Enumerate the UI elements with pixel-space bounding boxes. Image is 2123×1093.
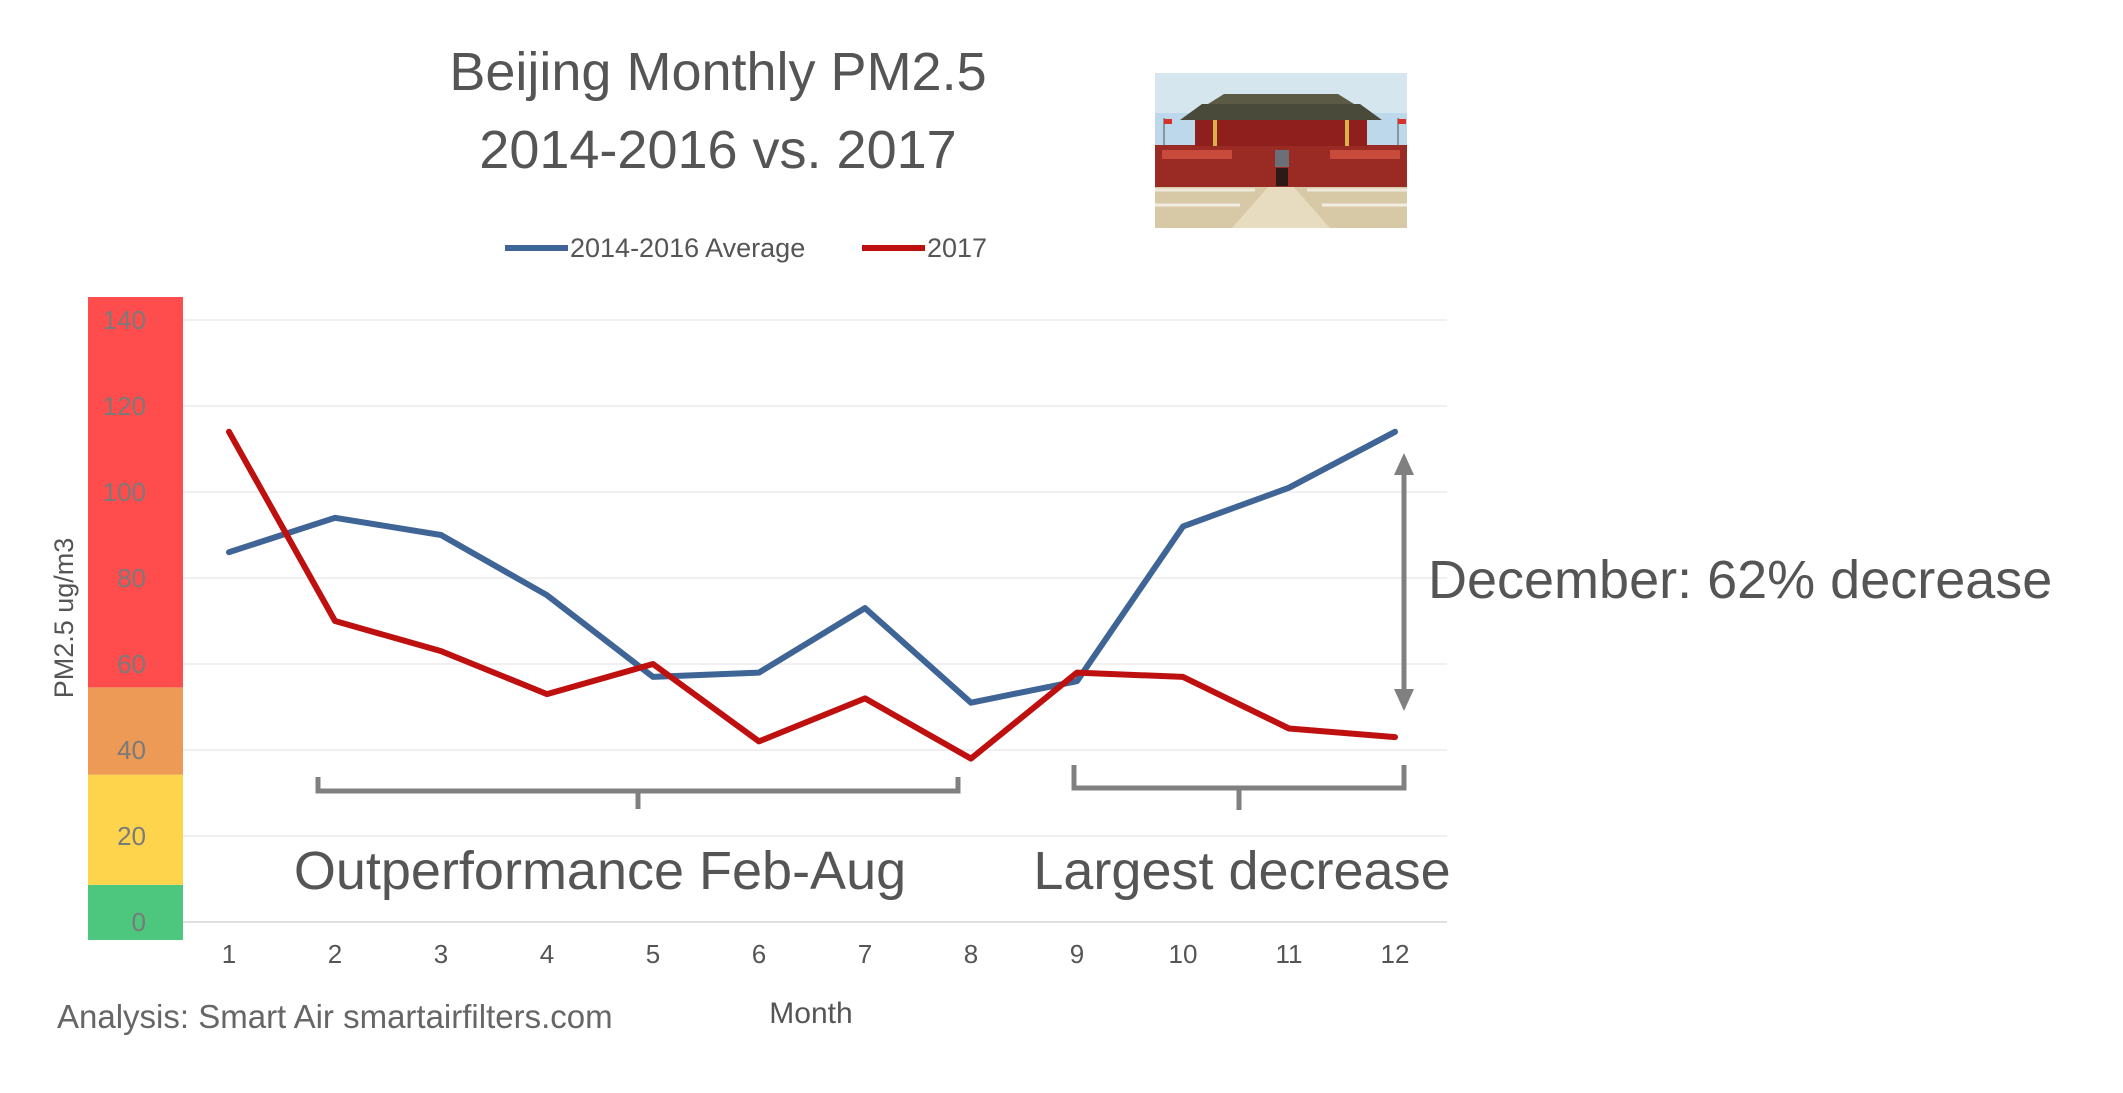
x-tick-3: 3 — [434, 939, 448, 969]
x-tick-11: 11 — [1276, 939, 1303, 969]
legend-label-avg: 2014-2016 Average — [570, 233, 805, 263]
y-tick-20: 20 — [117, 821, 146, 851]
x-tick-2: 2 — [328, 939, 342, 969]
chart-subtitle: 2014-2016 vs. 2017 — [479, 120, 956, 180]
x-tick-4: 4 — [540, 939, 554, 969]
x-axis-label: Month — [769, 997, 852, 1030]
x-tick-10: 10 — [1169, 939, 1198, 969]
largest-decrease-annotation: Largest decrease — [1033, 841, 1450, 901]
y-tick-120: 120 — [103, 391, 146, 421]
series-line-0 — [226, 428, 1398, 706]
aqi-band-2 — [88, 687, 183, 775]
y-tick-labels: 0 20 40 60 80 100 120 140 — [103, 305, 146, 937]
chart-title: Beijing Monthly PM2.5 — [449, 42, 986, 102]
legend: 2014-2016 Average 2017 — [505, 233, 987, 263]
gridlines — [183, 319, 1447, 923]
x-tick-6: 6 — [752, 939, 766, 969]
december-annotation: December: 62% decrease — [1428, 550, 2052, 610]
y-tick-140: 140 — [103, 305, 146, 335]
aqi-band-3 — [88, 297, 183, 688]
aqi-band-1 — [88, 774, 183, 885]
x-tick-7: 7 — [858, 939, 872, 969]
source-note: Analysis: Smart Air smartairfilters.com — [57, 998, 613, 1035]
aqi-bands — [88, 297, 183, 940]
series-line-1 — [226, 428, 1398, 762]
x-tick-labels: 1 2 3 4 5 6 7 8 9 10 11 12 — [222, 939, 1410, 969]
y-tick-0: 0 — [132, 907, 146, 937]
december-arrow — [1394, 453, 1414, 711]
largest-decrease-bracket — [1071, 765, 1407, 810]
y-tick-40: 40 — [117, 735, 146, 765]
x-tick-8: 8 — [964, 939, 978, 969]
feb-aug-bracket — [315, 777, 961, 809]
y-tick-100: 100 — [103, 477, 146, 507]
y-tick-60: 60 — [117, 649, 146, 679]
tiananmen-gate-photo — [1155, 73, 1407, 228]
x-tick-1: 1 — [222, 939, 236, 969]
x-tick-12: 12 — [1381, 939, 1410, 969]
y-axis-label: PM2.5 ug/m3 — [49, 538, 79, 699]
y-tick-80: 80 — [117, 563, 146, 593]
aqi-band-0 — [88, 884, 183, 940]
feb-aug-annotation: Outperformance Feb-Aug — [294, 841, 906, 901]
series-lines — [226, 428, 1398, 762]
x-tick-5: 5 — [646, 939, 660, 969]
legend-label-2017: 2017 — [927, 233, 987, 263]
x-tick-9: 9 — [1070, 939, 1084, 969]
